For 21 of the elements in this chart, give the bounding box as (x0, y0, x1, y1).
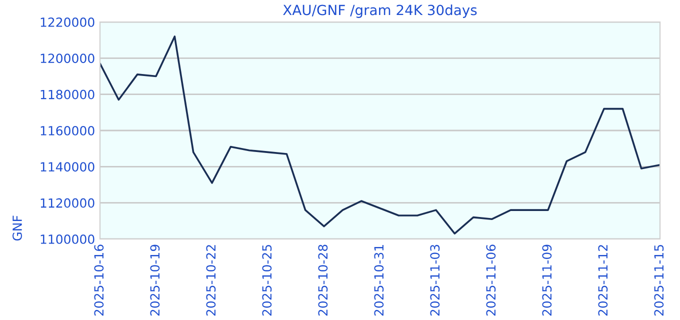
y-axis-title: GNF (12, 216, 22, 241)
y-tick-label: 1180000 (40, 90, 94, 100)
y-tick-label: 1120000 (40, 198, 94, 208)
x-tick-label: 2025-11-12 (598, 245, 608, 316)
x-tick-label: 2025-11-15 (654, 244, 664, 316)
x-tick-label: 2025-10-19 (150, 244, 160, 316)
x-tick-label: 2025-10-16 (94, 244, 104, 316)
x-tick-label: 2025-11-09 (542, 244, 552, 316)
x-tick-label: 2025-10-22 (206, 245, 216, 316)
x-tick-label: 2025-10-31 (374, 245, 384, 316)
line-series (100, 36, 660, 234)
x-tick-label: 2025-11-06 (486, 244, 496, 316)
chart-title: XAU/GNF /gram 24K 30days (283, 4, 477, 18)
y-tick-label: 1160000 (40, 126, 94, 136)
y-tick-label: 1100000 (40, 234, 94, 244)
y-tick-label: 1200000 (40, 54, 94, 64)
y-tick-label: 1220000 (40, 17, 94, 27)
x-tick-label: 2025-10-25 (262, 244, 272, 316)
x-tick-label: 2025-10-28 (318, 244, 328, 316)
y-tick-label: 1140000 (40, 162, 94, 172)
x-tick-label: 2025-11-03 (430, 244, 440, 316)
